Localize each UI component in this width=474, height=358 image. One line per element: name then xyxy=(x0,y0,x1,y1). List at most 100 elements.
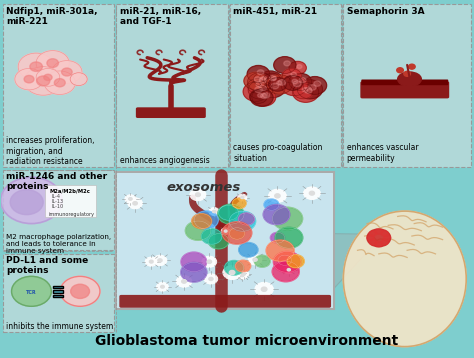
Circle shape xyxy=(263,204,290,224)
Circle shape xyxy=(241,274,244,277)
Circle shape xyxy=(261,287,267,291)
Circle shape xyxy=(52,61,82,83)
Polygon shape xyxy=(334,234,383,289)
Circle shape xyxy=(62,68,72,76)
Circle shape xyxy=(224,261,244,275)
Circle shape xyxy=(237,272,247,279)
FancyBboxPatch shape xyxy=(118,173,332,308)
Circle shape xyxy=(0,177,62,224)
Circle shape xyxy=(153,255,167,266)
Circle shape xyxy=(185,221,211,240)
Ellipse shape xyxy=(343,211,466,347)
Circle shape xyxy=(182,280,186,283)
Circle shape xyxy=(207,260,211,263)
Circle shape xyxy=(303,187,320,199)
Circle shape xyxy=(297,80,322,99)
FancyBboxPatch shape xyxy=(360,81,449,98)
Circle shape xyxy=(310,191,314,195)
Circle shape xyxy=(254,77,261,82)
Circle shape xyxy=(243,82,269,101)
Circle shape xyxy=(259,85,266,91)
Circle shape xyxy=(221,228,230,234)
Circle shape xyxy=(219,205,238,220)
Circle shape xyxy=(128,198,143,209)
Circle shape xyxy=(271,83,279,89)
Circle shape xyxy=(309,84,316,90)
Circle shape xyxy=(202,256,217,267)
Text: IL-13: IL-13 xyxy=(51,199,64,204)
Circle shape xyxy=(259,77,266,83)
Circle shape xyxy=(15,68,43,90)
Circle shape xyxy=(156,282,168,291)
Circle shape xyxy=(259,78,285,98)
Circle shape xyxy=(36,68,60,86)
Circle shape xyxy=(383,235,391,241)
Circle shape xyxy=(145,257,157,266)
Circle shape xyxy=(273,251,301,272)
Circle shape xyxy=(289,61,306,74)
FancyBboxPatch shape xyxy=(230,4,341,166)
Circle shape xyxy=(181,252,207,271)
Circle shape xyxy=(11,276,51,306)
Circle shape xyxy=(409,64,415,69)
FancyBboxPatch shape xyxy=(117,4,228,166)
Circle shape xyxy=(129,198,132,200)
Circle shape xyxy=(282,76,308,96)
Circle shape xyxy=(404,71,410,76)
Circle shape xyxy=(18,53,54,80)
Circle shape xyxy=(237,194,247,201)
Circle shape xyxy=(293,81,301,87)
Circle shape xyxy=(381,240,388,245)
Circle shape xyxy=(209,234,229,249)
FancyBboxPatch shape xyxy=(343,4,471,166)
Circle shape xyxy=(133,202,137,205)
Circle shape xyxy=(259,71,282,89)
FancyBboxPatch shape xyxy=(119,295,331,308)
Circle shape xyxy=(299,78,306,83)
Circle shape xyxy=(274,57,296,73)
Circle shape xyxy=(176,276,192,287)
Circle shape xyxy=(243,273,246,275)
Circle shape xyxy=(275,194,280,198)
Circle shape xyxy=(232,198,246,208)
Circle shape xyxy=(314,81,321,86)
Text: immunoregulatory: immunoregulatory xyxy=(48,212,94,217)
Text: enhances vascular
permeability: enhances vascular permeability xyxy=(346,143,418,163)
FancyBboxPatch shape xyxy=(3,4,114,166)
Circle shape xyxy=(283,69,301,83)
Circle shape xyxy=(248,255,262,265)
Circle shape xyxy=(248,81,273,99)
Circle shape xyxy=(302,87,308,92)
Circle shape xyxy=(266,240,294,261)
Text: exosomes: exosomes xyxy=(166,181,241,194)
Text: miR-451, miR-21: miR-451, miR-21 xyxy=(233,7,318,16)
Circle shape xyxy=(10,190,43,215)
Circle shape xyxy=(270,232,284,243)
FancyBboxPatch shape xyxy=(45,185,96,217)
Circle shape xyxy=(292,82,319,102)
Circle shape xyxy=(247,73,273,92)
Circle shape xyxy=(304,87,312,93)
Circle shape xyxy=(253,258,257,261)
Circle shape xyxy=(381,231,388,236)
Circle shape xyxy=(287,255,304,268)
Circle shape xyxy=(287,268,291,271)
Circle shape xyxy=(36,50,69,76)
Circle shape xyxy=(266,75,292,94)
Circle shape xyxy=(293,84,313,99)
Text: IL-10: IL-10 xyxy=(51,204,64,209)
Circle shape xyxy=(283,266,294,274)
Circle shape xyxy=(268,77,287,91)
Circle shape xyxy=(209,208,219,216)
FancyBboxPatch shape xyxy=(117,172,334,309)
Circle shape xyxy=(263,93,270,98)
Circle shape xyxy=(60,276,100,306)
Circle shape xyxy=(255,87,263,93)
FancyBboxPatch shape xyxy=(3,170,114,250)
Circle shape xyxy=(269,189,286,203)
Circle shape xyxy=(397,68,403,73)
Circle shape xyxy=(272,261,299,282)
Circle shape xyxy=(158,259,162,262)
Circle shape xyxy=(278,255,292,265)
Circle shape xyxy=(367,235,374,241)
